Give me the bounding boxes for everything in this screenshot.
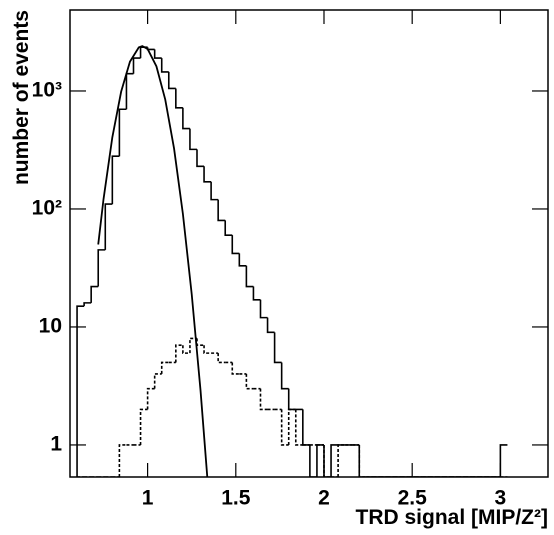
histogram-bin [160,361,169,374]
histogram-bin [358,444,367,477]
histogram-bin [83,302,92,307]
y-tick-label: 1 [50,432,62,455]
histogram-bin [259,388,268,411]
histogram-bin [358,444,367,477]
histogram-bin [287,388,296,411]
histogram-bin [125,72,134,110]
histogram-bin [175,88,183,109]
histogram-bin [217,199,226,222]
x-tick-label: 3 [495,487,507,510]
histogram-bin [266,317,275,334]
fit-curve [97,45,209,477]
plot-area [76,45,508,477]
histogram-bin [196,338,205,347]
histogram-bin [139,408,148,445]
histogram-bin [167,71,176,90]
y-axis-title: number of events [10,10,33,185]
histogram-bin [323,444,332,477]
x-tick-label: 1.5 [221,487,251,510]
histogram-bin [111,155,120,205]
histogram-bin [132,57,141,74]
histogram-bin [252,286,261,301]
histogram-bin [238,253,247,267]
histogram-bin [118,444,127,477]
histogram-bin [309,444,317,477]
histogram-bin [259,299,268,319]
histogram-bin [160,58,169,73]
histogram-bin [330,444,339,477]
plot-frame [69,9,549,478]
histogram-bin [337,444,346,477]
histogram-bin [153,49,162,59]
histogram-bin [196,149,205,168]
histogram-bin [118,108,127,157]
y-tick-label: 10³ [32,79,62,102]
histogram-bin [90,285,99,303]
x-tick-label: 1 [142,487,154,510]
histogram-bin [210,181,219,201]
histogram-bin [146,387,155,410]
histogram-bin [224,220,233,236]
histogram-bin [273,332,282,364]
histogram-bin [294,409,303,446]
x-tick-label: 2.5 [398,487,428,510]
histogram-bin [323,444,332,477]
histogram-bin [175,344,183,363]
histogram-bin [189,128,197,151]
histogram-bin [280,362,289,390]
histogram-bin [280,409,289,446]
histogram-bin [182,107,190,130]
x-axis-title: TRD signal [MIP/Z²] [356,506,549,529]
histogram-bin [104,203,113,250]
histogram-bin [76,305,85,477]
histogram-bin [153,373,162,389]
histogram-bin [203,345,212,354]
histogram-bin [231,362,240,375]
histogram-bin [245,373,254,390]
histogram-bin [499,444,508,477]
histogram-bin [231,235,240,255]
histogram-bin [287,408,296,445]
histogram-bin [182,345,190,354]
histogram-bin [217,353,226,364]
histogram-bin [316,444,324,477]
histogram-bin [245,265,254,288]
y-tick-label: 10² [32,197,62,220]
x-tick-label: 2 [318,487,330,510]
histogram-bin [302,409,310,446]
histogram-bin [97,249,106,287]
y-tick-label: 10 [39,315,62,338]
histogram-bin [203,166,212,183]
